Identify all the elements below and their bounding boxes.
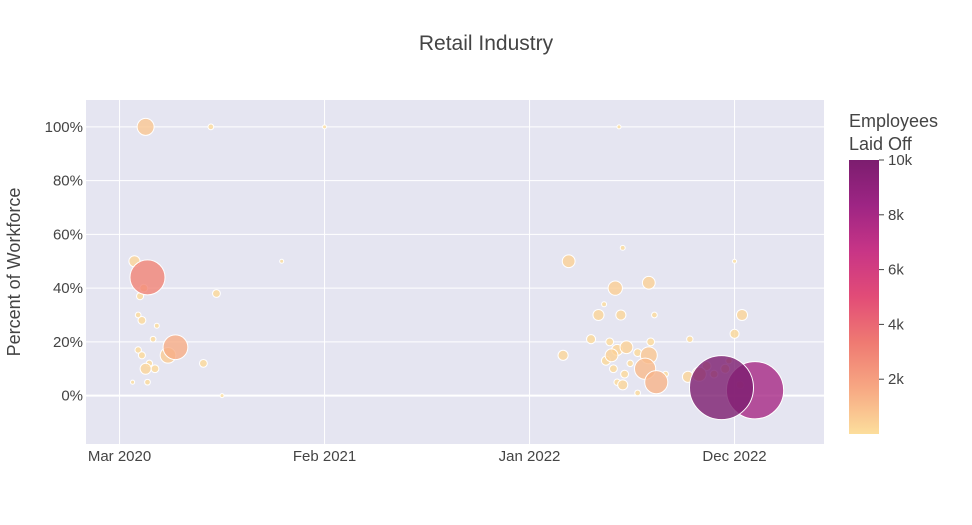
data-point[interactable] xyxy=(651,311,658,319)
data-point[interactable] xyxy=(279,258,285,264)
data-point[interactable] xyxy=(604,348,619,363)
data-point[interactable] xyxy=(605,337,615,347)
data-point[interactable] xyxy=(607,280,623,296)
data-point[interactable] xyxy=(153,322,160,329)
data-point[interactable] xyxy=(150,364,160,374)
data-point[interactable] xyxy=(586,334,597,345)
data-point[interactable] xyxy=(608,364,618,374)
data-point[interactable] xyxy=(134,311,142,319)
data-point[interactable] xyxy=(616,124,622,130)
data-point[interactable] xyxy=(139,362,152,375)
chart-title: Retail Industry xyxy=(419,32,554,55)
y-axis-label: Percent of Workforce xyxy=(4,188,24,357)
x-tick-label: Mar 2020 xyxy=(88,448,151,465)
data-point[interactable] xyxy=(641,275,656,290)
data-point[interactable] xyxy=(729,328,740,339)
data-point[interactable] xyxy=(626,359,634,368)
colorbar-tick-label: 10k xyxy=(888,152,913,169)
x-tick-label: Dec 2022 xyxy=(702,448,766,465)
colorbar-tick-label: 8k xyxy=(888,207,904,224)
data-point[interactable] xyxy=(198,358,208,368)
data-point[interactable] xyxy=(207,123,215,131)
data-point[interactable] xyxy=(130,379,136,385)
data-point[interactable] xyxy=(212,289,221,298)
data-point[interactable] xyxy=(149,335,157,343)
data-point[interactable] xyxy=(144,378,151,386)
data-point[interactable] xyxy=(561,254,576,269)
colorbar-title-line-2: Laid Off xyxy=(849,134,913,154)
data-point[interactable] xyxy=(732,258,738,264)
colorbar-tick-label: 2k xyxy=(888,371,904,388)
y-tick-label: 40% xyxy=(53,280,83,297)
data-points xyxy=(128,117,785,421)
data-point[interactable] xyxy=(735,308,749,322)
data-point[interactable] xyxy=(619,340,634,355)
data-point[interactable] xyxy=(136,117,155,136)
y-tick-label: 80% xyxy=(53,173,83,190)
data-point[interactable] xyxy=(686,335,694,343)
data-point[interactable] xyxy=(620,369,630,379)
y-tick-label: 0% xyxy=(61,388,83,405)
data-point[interactable] xyxy=(129,259,166,296)
colorbar-title-line-1: Employees xyxy=(849,111,938,131)
data-point[interactable] xyxy=(601,301,608,308)
data-point[interactable] xyxy=(689,355,754,421)
data-point[interactable] xyxy=(219,393,225,399)
colorbar-tick-label: 6k xyxy=(888,262,904,279)
x-tick-label: Feb 2021 xyxy=(293,448,356,465)
y-tick-label: 20% xyxy=(53,334,83,351)
x-axis-ticks: Mar 2020 Feb 2021 Jan 2022 Dec 2022 xyxy=(88,448,767,465)
data-point[interactable] xyxy=(134,346,142,354)
data-point[interactable] xyxy=(644,370,669,395)
colorbar: Employees Laid Off 2k 4k 6k 8k 10k xyxy=(849,111,938,434)
data-point[interactable] xyxy=(137,315,147,325)
data-point[interactable] xyxy=(615,309,627,321)
x-tick-label: Jan 2022 xyxy=(499,448,561,465)
y-tick-label: 60% xyxy=(53,226,83,243)
data-point[interactable] xyxy=(557,349,569,361)
data-point[interactable] xyxy=(162,334,189,361)
y-axis-ticks: 0% 20% 40% 60% 80% 100% xyxy=(45,119,83,405)
data-point[interactable] xyxy=(646,337,656,347)
data-point[interactable] xyxy=(592,308,605,322)
data-point[interactable] xyxy=(322,124,328,130)
data-point[interactable] xyxy=(619,244,626,251)
y-tick-label: 100% xyxy=(45,119,83,136)
data-point[interactable] xyxy=(617,379,629,391)
data-point[interactable] xyxy=(137,351,146,360)
colorbar-gradient xyxy=(849,160,879,434)
colorbar-ticks: 2k 4k 6k 8k 10k xyxy=(879,152,913,388)
colorbar-tick-label: 4k xyxy=(888,316,904,333)
data-point[interactable] xyxy=(634,389,641,397)
